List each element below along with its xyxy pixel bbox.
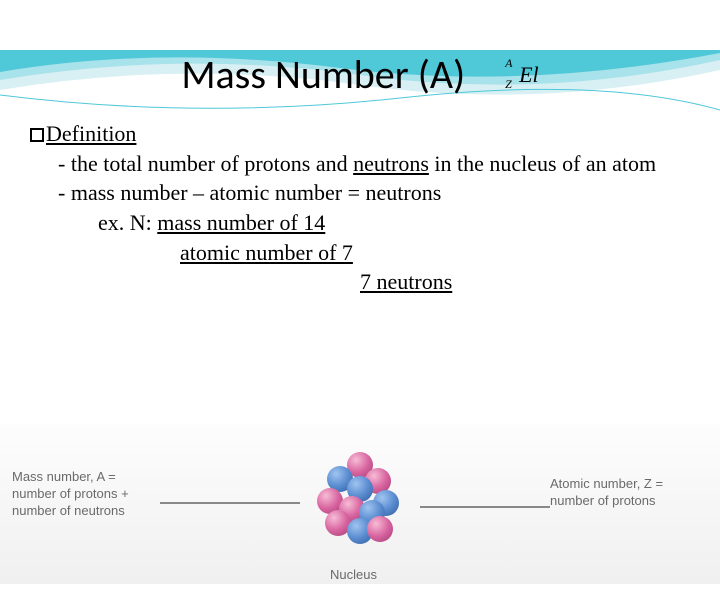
- nucleus-diagram: Mass number, A = number of protons + num…: [0, 424, 720, 584]
- proton-sphere: [367, 516, 393, 542]
- notation-subscript: Z: [505, 77, 512, 92]
- atomic-number-label: Atomic number, Z = number of protons: [550, 476, 700, 510]
- example-line-1: ex. N: mass number of 14: [30, 208, 700, 238]
- mass-number-label: Mass number, A = number of protons + num…: [12, 469, 162, 520]
- definition-heading-line: Definition: [30, 119, 700, 149]
- notation-element: El: [519, 62, 539, 87]
- definition-line-1: - the total number of protons and neutro…: [30, 149, 700, 179]
- nucleus-caption: Nucleus: [330, 567, 377, 582]
- notation-superscript: A: [505, 56, 512, 71]
- connector-line-right: [420, 506, 550, 508]
- element-notation: A Z El: [505, 62, 539, 88]
- example-line-2: atomic number of 7: [30, 238, 700, 268]
- example-line-3: 7 neutrons: [30, 267, 700, 297]
- definition-heading: Definition: [46, 121, 136, 146]
- bullet-icon: [30, 128, 44, 142]
- slide-title: Mass Number (A): [181, 50, 465, 99]
- definition-line-2: - mass number – atomic number = neutrons: [30, 178, 700, 208]
- body-text: Definition - the total number of protons…: [20, 119, 700, 297]
- connector-line-left: [160, 502, 300, 504]
- slide-content: Mass Number (A) A Z El Definition - the …: [0, 50, 720, 297]
- atom-cluster: [305, 444, 415, 554]
- title-row: Mass Number (A) A Z El: [20, 50, 700, 99]
